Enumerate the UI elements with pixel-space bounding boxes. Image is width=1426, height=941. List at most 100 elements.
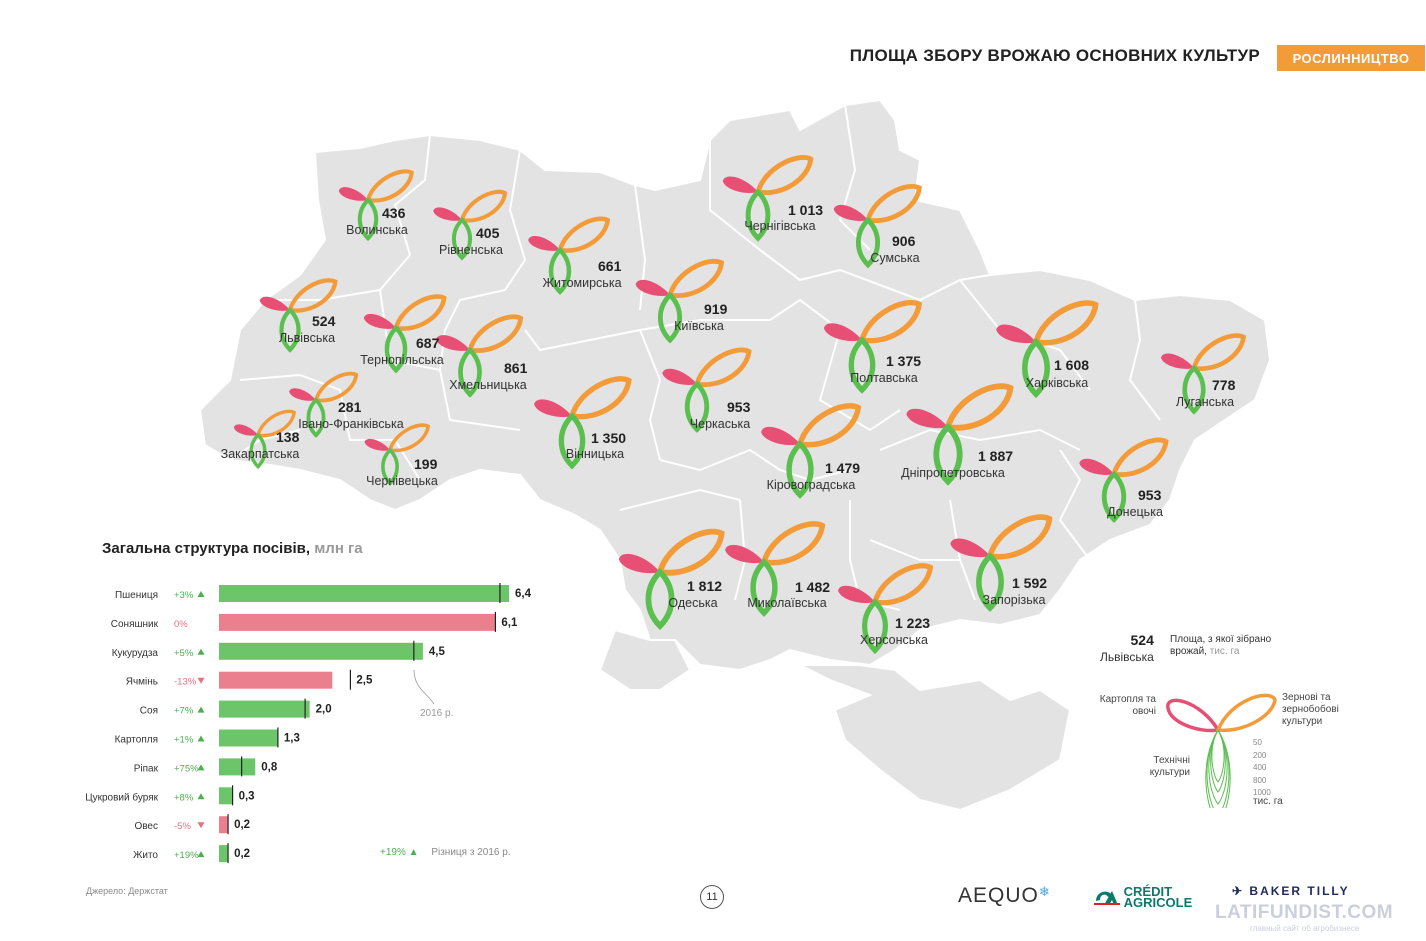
ca-line2: AGRICOLE: [1123, 895, 1193, 910]
crop-structure-chart: Пшениця +3% 6,4 Соняшник 0% 6,1 Кукурудза +5% 4,…: [85, 583, 532, 864]
ca-line1: CRÉDIT: [1123, 884, 1173, 899]
change-label: +8%: [174, 792, 194, 803]
technical-leaf: [451, 217, 473, 261]
region-name: Рівненська: [439, 243, 503, 257]
legend-ring: [1211, 728, 1225, 783]
category-label: Овес: [134, 821, 158, 832]
region-value: 1 223: [895, 615, 930, 631]
vegetables-leaf: [289, 388, 316, 401]
grains-leaf: [365, 169, 414, 203]
region-name: Вінницька: [566, 447, 624, 461]
region-name: Херсонська: [860, 633, 928, 647]
vegetables-leaf: [534, 399, 572, 418]
crop-glyph-icon: [1079, 437, 1169, 523]
source-note: Джерело: Держстат: [86, 886, 168, 896]
baker-tilly-logo: ✈ BAKER TILLY: [1232, 884, 1350, 898]
legend-scale-value: 400: [1253, 763, 1267, 772]
legend-example-value: 524: [1130, 632, 1154, 648]
vegetables-leaf: [1160, 353, 1194, 369]
technical-leaf: [1022, 338, 1050, 399]
page-title: ПЛОЩА ЗБОРУ ВРОЖАЮ ОСНОВНИХ КУЛЬТУР: [849, 46, 1260, 65]
grains-leaf: [255, 409, 296, 438]
value-label: 0,2: [234, 819, 250, 831]
chart-title-text: Загальна структура посівів,: [102, 540, 311, 557]
category-label: Картопля: [115, 735, 158, 746]
region-name: Полтавська: [850, 371, 917, 385]
technical-leaf: [745, 188, 771, 242]
region-value: 861: [504, 360, 528, 376]
technical-leaf: [750, 558, 778, 617]
value-label: 0,8: [261, 761, 278, 773]
down-triangle-icon: [197, 677, 205, 684]
change-label: -13%: [174, 677, 197, 688]
technical-leaf: [862, 598, 888, 655]
region-value: 1 608: [1054, 357, 1089, 373]
category-label: Соняшник: [111, 619, 159, 630]
grains-leaf: [693, 347, 752, 388]
legend-ring: [1205, 729, 1231, 808]
region-name: Хмельницька: [449, 378, 527, 392]
vegetables-leaf: [833, 204, 868, 221]
legend-size-rings: [1205, 728, 1231, 808]
technical-leaf: [657, 291, 683, 344]
change-label: 0%: [174, 619, 188, 630]
region-value: 1 479: [825, 460, 860, 476]
legend-scale-value: 1000: [1253, 788, 1271, 797]
value-label: 0,3: [239, 790, 255, 802]
region-value: 919: [704, 301, 728, 317]
crop-glyph-icon: [1160, 333, 1247, 415]
vegetables-leaf: [433, 207, 462, 221]
region-name: Кіровоградська: [767, 478, 856, 492]
region-value: 138: [276, 429, 300, 445]
technical-leaf: [1101, 470, 1127, 523]
legend-technical-label: Технічні культури: [1149, 755, 1190, 778]
technical-leaf: [548, 246, 572, 295]
up-triangle-icon: [197, 764, 205, 771]
down-triangle-icon: [197, 822, 205, 829]
legend-ring: [1206, 729, 1230, 808]
crop-glyph-icon: [289, 371, 359, 438]
region-value: 1 482: [795, 579, 830, 595]
technical-leaf: [855, 216, 881, 269]
category-label: Ріпак: [134, 763, 159, 774]
crop-glyph-icon: [338, 169, 414, 242]
crop-glyph-icon: [635, 259, 725, 344]
bar: [219, 585, 509, 602]
vegetables-leaf: [1079, 458, 1114, 475]
aequo-logo: AEQUO❄: [958, 884, 1051, 908]
legend-desc-unit: тис. га: [1209, 646, 1240, 657]
region-name: Харківська: [1026, 376, 1088, 390]
crop-glyph-icon: [363, 294, 447, 374]
grains-leaf: [387, 423, 431, 453]
crop-glyph-icon: [436, 314, 524, 398]
region-name: Дніпропетровська: [901, 466, 1005, 480]
crop-glyph-icon: [433, 189, 508, 261]
diff-legend: +19% ▲ Різниця з 2016 р.: [380, 847, 511, 858]
change-label: +7%: [174, 706, 194, 717]
change-label: +5%: [174, 648, 194, 659]
region-value: 199: [414, 456, 438, 472]
bar: [219, 845, 229, 863]
region-name: Чернівецька: [366, 474, 438, 488]
bar: [219, 642, 423, 660]
value-label: 1,3: [284, 733, 300, 745]
category-label: Пшениця: [115, 590, 158, 601]
vegetables-leaf: [662, 368, 697, 385]
technical-leaf: [684, 380, 710, 433]
bar: [219, 671, 333, 689]
grains-leaf: [666, 259, 725, 299]
region-value: 953: [727, 399, 751, 415]
page-number: 11: [700, 885, 724, 909]
technical-leaf: [458, 346, 482, 398]
region-name: Івано-Франківська: [298, 417, 404, 431]
region-glyphs: [233, 155, 1247, 655]
grains-leaf: [1110, 437, 1169, 478]
legend-scale-value: 200: [1253, 750, 1267, 760]
diff-legend-label: Різниця з 2016 р.: [431, 847, 511, 858]
region-value: 1 887: [978, 448, 1013, 464]
change-label: +3%: [174, 590, 194, 601]
technical-leaf: [249, 432, 267, 470]
region-value: 524: [312, 313, 336, 329]
grains-leaf: [393, 294, 447, 331]
region-name: Львівська: [279, 331, 335, 345]
